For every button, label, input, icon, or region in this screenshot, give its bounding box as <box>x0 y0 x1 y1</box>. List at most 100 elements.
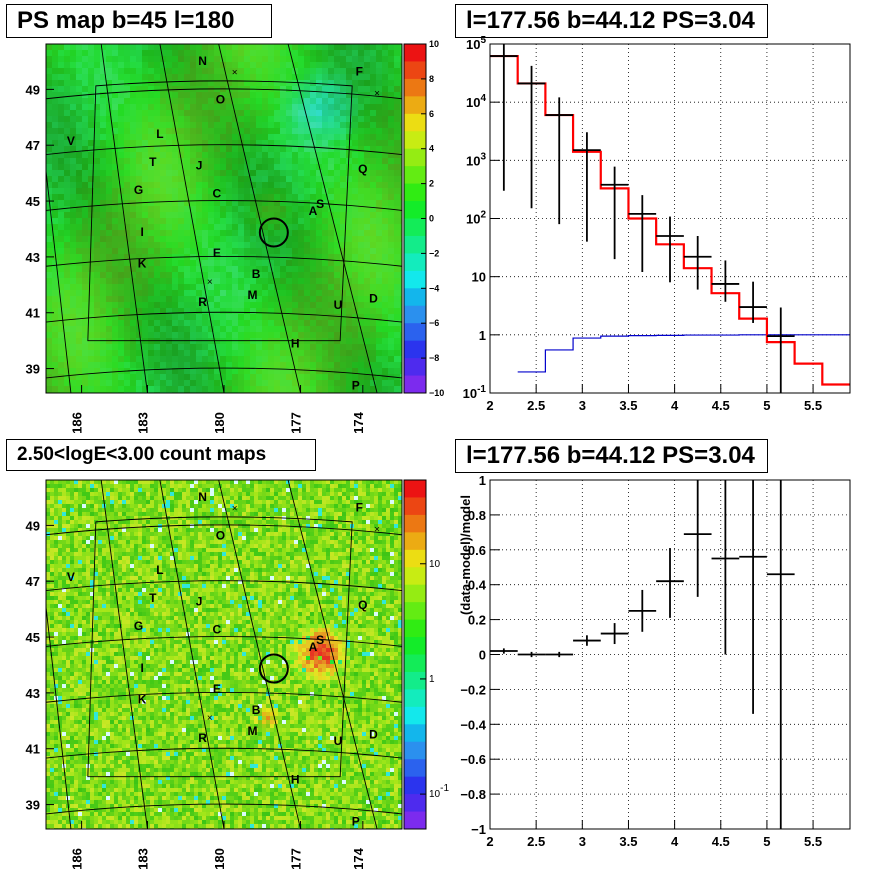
ps-map-colorbar-bin <box>404 61 426 80</box>
ps-map-colorbar-bin <box>404 148 426 167</box>
ps-map-x-tick: 174 <box>351 411 366 433</box>
ps-map-colorbar-bin <box>404 358 426 377</box>
ps-map-colorbar-tick: 4 <box>429 144 434 154</box>
ps-map-colorbar-bin <box>404 183 426 202</box>
residual-y-tick: 0.6 <box>468 543 486 558</box>
count-map-source-label-E: E <box>213 682 221 696</box>
spectrum-y-tick: 10-1 <box>463 384 487 401</box>
ps-map-x-tick: 177 <box>289 412 304 434</box>
ps-map-y-tick: 47 <box>26 138 40 153</box>
residual-data-point <box>739 480 767 714</box>
count-map-source-label-L: L <box>156 563 163 577</box>
residual-data-point <box>656 548 684 618</box>
ps-map-colorbar-tick: 10 <box>429 39 439 49</box>
spectrum-x-tick: 3 <box>579 398 586 413</box>
spectrum-data-point <box>766 307 795 393</box>
count-map-colorbar-bin <box>404 532 426 551</box>
count-map-colorbar-frame <box>403 479 427 830</box>
count-map-source-label-S: S <box>316 633 324 647</box>
count-map-target-circle <box>258 653 289 684</box>
count-map-source-label-Q: Q <box>358 598 367 612</box>
count-map-colorbar-bin <box>404 637 426 655</box>
count-map-colorbar-bin <box>404 514 426 533</box>
spectrum-y-tick: 10 <box>472 270 486 285</box>
count-map-colorbar-bin <box>404 549 426 568</box>
spectrum-data-point <box>628 195 657 273</box>
count-map-colorbar-bin <box>404 602 426 621</box>
ps-map-colorbar-bin <box>404 305 426 324</box>
ps-map-colorbar-tick: 6 <box>429 109 434 119</box>
ps-map-source-label-U: U <box>334 298 343 312</box>
count-map-source-label-K: K <box>138 692 147 706</box>
count-map-x-tick: 180 <box>212 848 227 870</box>
ps-map-cross-mark: × <box>374 88 380 99</box>
spectrum-data-point <box>490 44 518 191</box>
spectrum-data-point <box>600 166 629 260</box>
ps-map-colorbar-bin <box>404 340 426 359</box>
ps-map-title: PS map b=45 l=180 <box>6 4 272 38</box>
residual-y-tick: 0.8 <box>468 508 486 523</box>
ps-map-colorbar-tick: −6 <box>429 318 439 328</box>
residual-x-tick: 5.5 <box>804 834 822 849</box>
ps-map-colorbar-bin <box>404 288 426 307</box>
residual-data-point <box>517 651 546 658</box>
spectrum-source-model-line <box>517 334 850 373</box>
count-map-source-label-A: A <box>309 640 318 654</box>
count-map-title: 2.50<logE<3.00 count maps <box>6 439 316 471</box>
count-map-y-tick: 47 <box>26 574 40 589</box>
ps-map-source-label-P: P <box>352 379 360 393</box>
count-map-source-label-N: N <box>198 490 207 504</box>
spectrum-x-tick: 5.5 <box>804 398 822 413</box>
count-map-colorbar-bin <box>404 689 426 708</box>
ps-map-colorbar-tick: −2 <box>429 248 439 258</box>
spectrum-panel <box>489 43 851 394</box>
residual-y-axis-label: (data-model)/model <box>458 495 473 615</box>
count-map-y-tick: 43 <box>26 686 40 701</box>
ps-map-source-label-F: F <box>356 64 363 78</box>
count-map-source-label-J: J <box>196 595 203 609</box>
ps-map-pixels <box>46 44 402 393</box>
residual-x-tick: 3.5 <box>619 834 637 849</box>
residual-y-tick: 0.2 <box>468 613 486 628</box>
ps-map-source-label-L: L <box>156 127 163 141</box>
ps-map-source-label-K: K <box>138 256 147 270</box>
residual-data-point <box>628 589 657 632</box>
residual-title: l=177.56 b=44.12 PS=3.04 <box>455 439 768 473</box>
ps-map-colorbar-tick: 8 <box>429 74 434 84</box>
count-map-x-tick: 174 <box>351 847 366 869</box>
ps-map-x-tick: 186 <box>70 412 85 434</box>
ps-map-colorbar-bin <box>404 131 426 150</box>
count-map-source-label-T: T <box>149 591 157 605</box>
residual-y-tick: −0.6 <box>460 752 486 767</box>
ps-map-source-label-M: M <box>247 288 257 302</box>
count-map-colorbar-tick: 1 <box>429 674 435 685</box>
residual-data-point <box>545 651 574 658</box>
count-map-source-label-R: R <box>198 731 207 745</box>
count-map-source-label-M: M <box>247 724 257 738</box>
ps-map-colorbar-tick: −10 <box>429 388 444 398</box>
count-map-colorbar-bin <box>404 497 426 516</box>
residual-data-point <box>711 480 740 655</box>
count-map-source-label-V: V <box>67 570 75 584</box>
residual-y-tick: −0.8 <box>460 787 486 802</box>
ps-map-colorbar-bin <box>404 78 426 97</box>
count-map-source-label-P: P <box>352 815 360 829</box>
count-map-y-tick: 39 <box>26 798 40 813</box>
count-map-colorbar-bin <box>404 776 426 795</box>
count-map-colorbar-bin <box>404 741 426 760</box>
count-map-pixels <box>46 480 402 829</box>
ps-map-x-tick: 183 <box>135 412 150 434</box>
ps-map-source-label-J: J <box>196 159 203 173</box>
residual-x-tick: 4 <box>671 834 679 849</box>
residual-data-point <box>490 648 518 654</box>
residual-y-tick: 0.4 <box>468 578 487 593</box>
ps-map-source-label-O: O <box>216 92 225 106</box>
ps-map-target-circle <box>258 217 289 248</box>
count-map-source-label-G: G <box>134 619 143 633</box>
ps-map-source-label-D: D <box>369 291 378 305</box>
count-map-panel: × × × N F O L V T J Q G C SA I E K B R M U D H P <box>45 479 427 830</box>
count-map-colorbar-bin <box>404 480 426 498</box>
residual-data-point <box>766 480 795 829</box>
spectrum-x-tick: 5 <box>763 398 770 413</box>
ps-map-source-label-C: C <box>213 187 222 201</box>
